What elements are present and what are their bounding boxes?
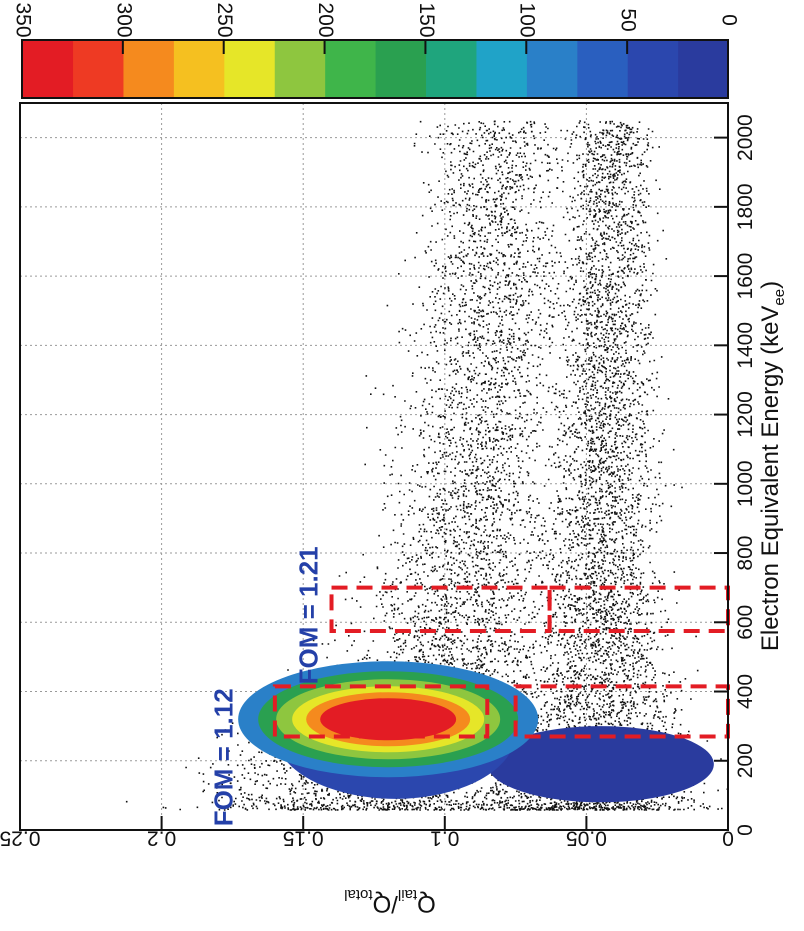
colorbar-tick-label-6: 300	[112, 2, 135, 37]
x-tick-label-5: 1000	[734, 460, 757, 507]
x-axis-title-close: )	[757, 281, 784, 289]
x-tick-label-1: 200	[734, 743, 757, 778]
x-tick-label-0: 0	[734, 824, 757, 836]
colorbar-tick-label-0: 0	[717, 14, 740, 26]
x-tick-label-7: 1400	[734, 322, 757, 369]
x-tick-label-2: 400	[734, 674, 757, 709]
lower-band-density	[487, 726, 714, 803]
y-tick-label-4: 0.2	[147, 827, 176, 850]
x-tick-label-3: 600	[734, 605, 757, 640]
axis-ticks: 0 200 400 600 800 1000 1200 1400 1600 1800 2000 0 0.…	[0, 114, 757, 849]
y-axis-title-sub2: total	[344, 886, 372, 903]
y-axis-title: Qtail/Qtotal	[344, 886, 436, 917]
x-axis-title-main: Electron Equivalent Energy (keV	[757, 306, 784, 652]
y-axis-title-sub1: tail	[398, 886, 417, 903]
colorbar-tick-label-1: 50	[617, 8, 640, 31]
colorbar-ticks: 0 50 100 150 200 250 300 350	[11, 2, 740, 54]
y-tick-label-5: 0.25	[0, 827, 40, 850]
colorbar-segment-8	[274, 40, 326, 98]
y-axis-title-sep: /Q	[373, 890, 398, 917]
selection-region-2	[329, 585, 552, 633]
colorbar-segment-13	[22, 40, 74, 98]
colorbar-segment-0	[677, 40, 729, 98]
colorbar-segment-3	[526, 40, 578, 98]
colorbar-segment-9	[223, 40, 275, 98]
y-tick-label-0: 0	[722, 827, 734, 850]
colorbar-tick-label-4: 200	[314, 2, 337, 37]
x-tick-label-6: 1200	[734, 391, 757, 438]
y-tick-label-2: 0.1	[430, 827, 459, 850]
annotations: FOM = 1.12 FOM = 1.21	[208, 546, 323, 826]
selection-region-0	[272, 684, 490, 739]
density-blobs	[238, 661, 714, 803]
y-axis-title-q: Q	[417, 890, 436, 917]
y-tick-label-1: 0.05	[566, 827, 607, 850]
colorbar-tick-label-5: 250	[213, 2, 236, 37]
colorbar-segment-10	[173, 40, 225, 98]
fom-annotation-0: FOM = 1.12	[208, 688, 238, 826]
x-tick-label-8: 1600	[734, 253, 757, 300]
colorbar-segment-2	[576, 40, 628, 98]
colorbar-frame	[21, 39, 729, 99]
scatter-points	[125, 120, 729, 811]
fom-annotation-1: FOM = 1.21	[293, 546, 323, 684]
colorbar-segment-12	[72, 40, 124, 98]
colorbar-segment-11	[122, 40, 174, 98]
x-tick-label-10: 2000	[734, 114, 757, 161]
colorbar-tick-label-7: 350	[11, 2, 34, 37]
colorbar-segment-5	[425, 40, 477, 98]
x-axis-title: Electron Equivalent Energy (keVee)	[757, 281, 788, 651]
colorbar-segment-4	[475, 40, 527, 98]
band-points-0	[125, 120, 596, 811]
y-tick-label-3: 0.15	[283, 827, 324, 850]
peak-ring-5	[320, 698, 457, 741]
colorbar	[21, 39, 729, 99]
colorbar-segment-1	[627, 40, 679, 98]
x-tick-label-9: 1800	[734, 183, 757, 230]
colorbar-tick-label-3: 150	[415, 2, 438, 37]
x-axis-title-sub: ee	[771, 289, 788, 306]
colorbar-segment-7	[324, 40, 376, 98]
colorbar-tick-label-2: 100	[516, 2, 539, 37]
plot-frame	[19, 102, 729, 831]
x-tick-label-4: 800	[734, 536, 757, 571]
colorbar-segment-6	[375, 40, 427, 98]
